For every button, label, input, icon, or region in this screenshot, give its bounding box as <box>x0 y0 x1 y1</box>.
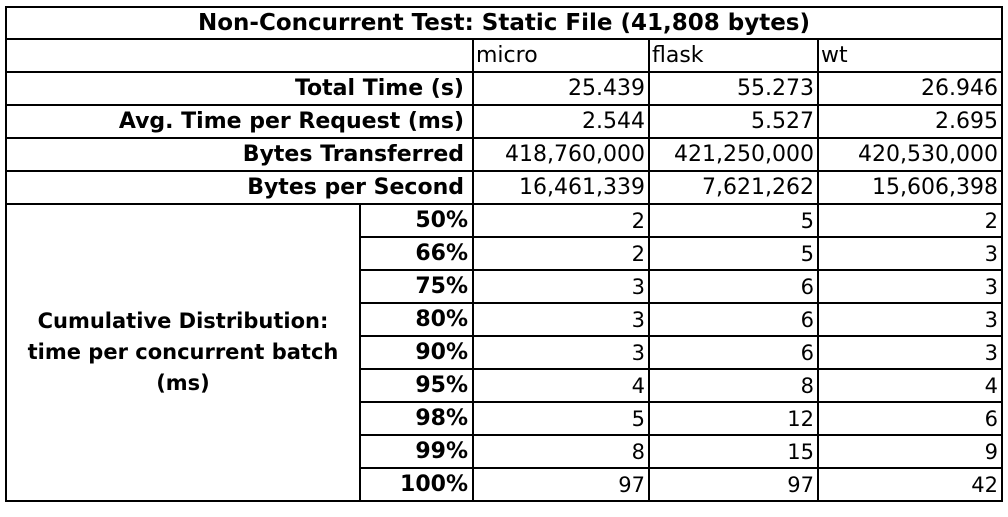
cell-wt: 3 <box>817 269 1003 304</box>
cell-flask: 6 <box>648 302 819 337</box>
cell-micro: 97 <box>472 467 650 502</box>
column-header-wt: wt <box>817 38 1003 73</box>
cell-flask: 5.527 <box>648 104 819 139</box>
cell-flask: 6 <box>648 335 819 370</box>
title-row: Non-Concurrent Test: Static File (41,808… <box>5 6 1003 40</box>
cell-wt: 3 <box>817 302 1003 337</box>
cell-flask: 97 <box>648 467 819 502</box>
row-label: Total Time (s) <box>5 71 474 106</box>
percentile-label: 99% <box>359 434 474 469</box>
cell-flask: 5 <box>648 236 819 271</box>
cell-wt: 26.946 <box>817 71 1003 106</box>
column-header-row: micro flask wt <box>5 38 1003 73</box>
cell-flask: 8 <box>648 368 819 403</box>
cell-wt: 42 <box>817 467 1003 502</box>
distribution-row: 95% 4 8 4 <box>6 368 1003 403</box>
cell-micro: 418,760,000 <box>472 137 650 172</box>
cell-micro: 2 <box>472 236 650 271</box>
row-label: Bytes Transferred <box>5 137 474 172</box>
summary-row: Bytes Transferred 418,760,000 421,250,000 4… <box>5 137 1003 172</box>
cell-flask: 6 <box>648 269 819 304</box>
percentile-label: 98% <box>359 401 474 436</box>
cell-micro: 2 <box>472 203 650 238</box>
cell-flask: 7,621,262 <box>648 170 819 205</box>
cell-micro: 16,461,339 <box>472 170 650 205</box>
distribution-row: Cumulative Distribution: time per concur… <box>5 203 1003 502</box>
distribution-row: 80% 3 6 3 <box>6 302 1003 337</box>
distribution-row: 98% 5 12 6 <box>6 401 1003 436</box>
cell-wt: 15,606,398 <box>817 170 1003 205</box>
cell-flask: 5 <box>648 203 819 238</box>
header-blank-cell <box>5 38 474 73</box>
cell-micro: 5 <box>472 401 650 436</box>
cell-wt: 6 <box>817 401 1003 436</box>
percentile-label: 75% <box>359 269 474 304</box>
distribution-label: Cumulative Distribution: time per concur… <box>5 203 361 502</box>
distribution-row: 99% 8 15 9 <box>6 434 1003 469</box>
distribution-row: 66% 2 5 3 <box>6 236 1003 271</box>
cell-flask: 12 <box>648 401 819 436</box>
cell-micro: 4 <box>472 368 650 403</box>
percentile-label: 66% <box>359 236 474 271</box>
summary-row: Total Time (s) 25.439 55.273 26.946 <box>5 71 1003 106</box>
cell-wt: 4 <box>817 368 1003 403</box>
cell-flask: 15 <box>648 434 819 469</box>
cell-wt: 9 <box>817 434 1003 469</box>
row-label: Avg. Time per Request (ms) <box>5 104 474 139</box>
cell-flask: 55.273 <box>648 71 819 106</box>
cell-flask: 421,250,000 <box>648 137 819 172</box>
row-label: Bytes per Second <box>5 170 474 205</box>
cell-micro: 8 <box>472 434 650 469</box>
table-title: Non-Concurrent Test: Static File (41,808… <box>5 6 1003 40</box>
summary-row: Bytes per Second 16,461,339 7,621,262 15,60… <box>5 170 1003 205</box>
cell-micro: 2.544 <box>472 104 650 139</box>
percentile-label: 80% <box>359 302 474 337</box>
summary-row: Avg. Time per Request (ms) 2.544 5.527 2.69… <box>5 104 1003 139</box>
cell-micro: 25.439 <box>472 71 650 106</box>
cell-wt: 3 <box>817 335 1003 370</box>
cell-wt: 3 <box>817 236 1003 271</box>
distribution-row: 75% 3 6 3 <box>6 269 1003 304</box>
cell-wt: 2.695 <box>817 104 1003 139</box>
column-header-micro: micro <box>472 38 650 73</box>
percentile-label: 95% <box>359 368 474 403</box>
cell-micro: 3 <box>472 335 650 370</box>
distribution-row: 90% 3 6 3 <box>6 335 1003 370</box>
percentile-label: 50% <box>359 203 474 238</box>
cell-micro: 3 <box>472 269 650 304</box>
results-table: Non-Concurrent Test: Static File (41,808… <box>5 6 1003 502</box>
cell-wt: 420,530,000 <box>817 137 1003 172</box>
cell-micro: 3 <box>472 302 650 337</box>
cell-wt: 2 <box>817 203 1003 238</box>
distribution-row: 100% 97 97 42 <box>6 467 1003 502</box>
percentile-label: 90% <box>359 335 474 370</box>
column-header-flask: flask <box>648 38 819 73</box>
percentile-label: 100% <box>359 467 474 502</box>
